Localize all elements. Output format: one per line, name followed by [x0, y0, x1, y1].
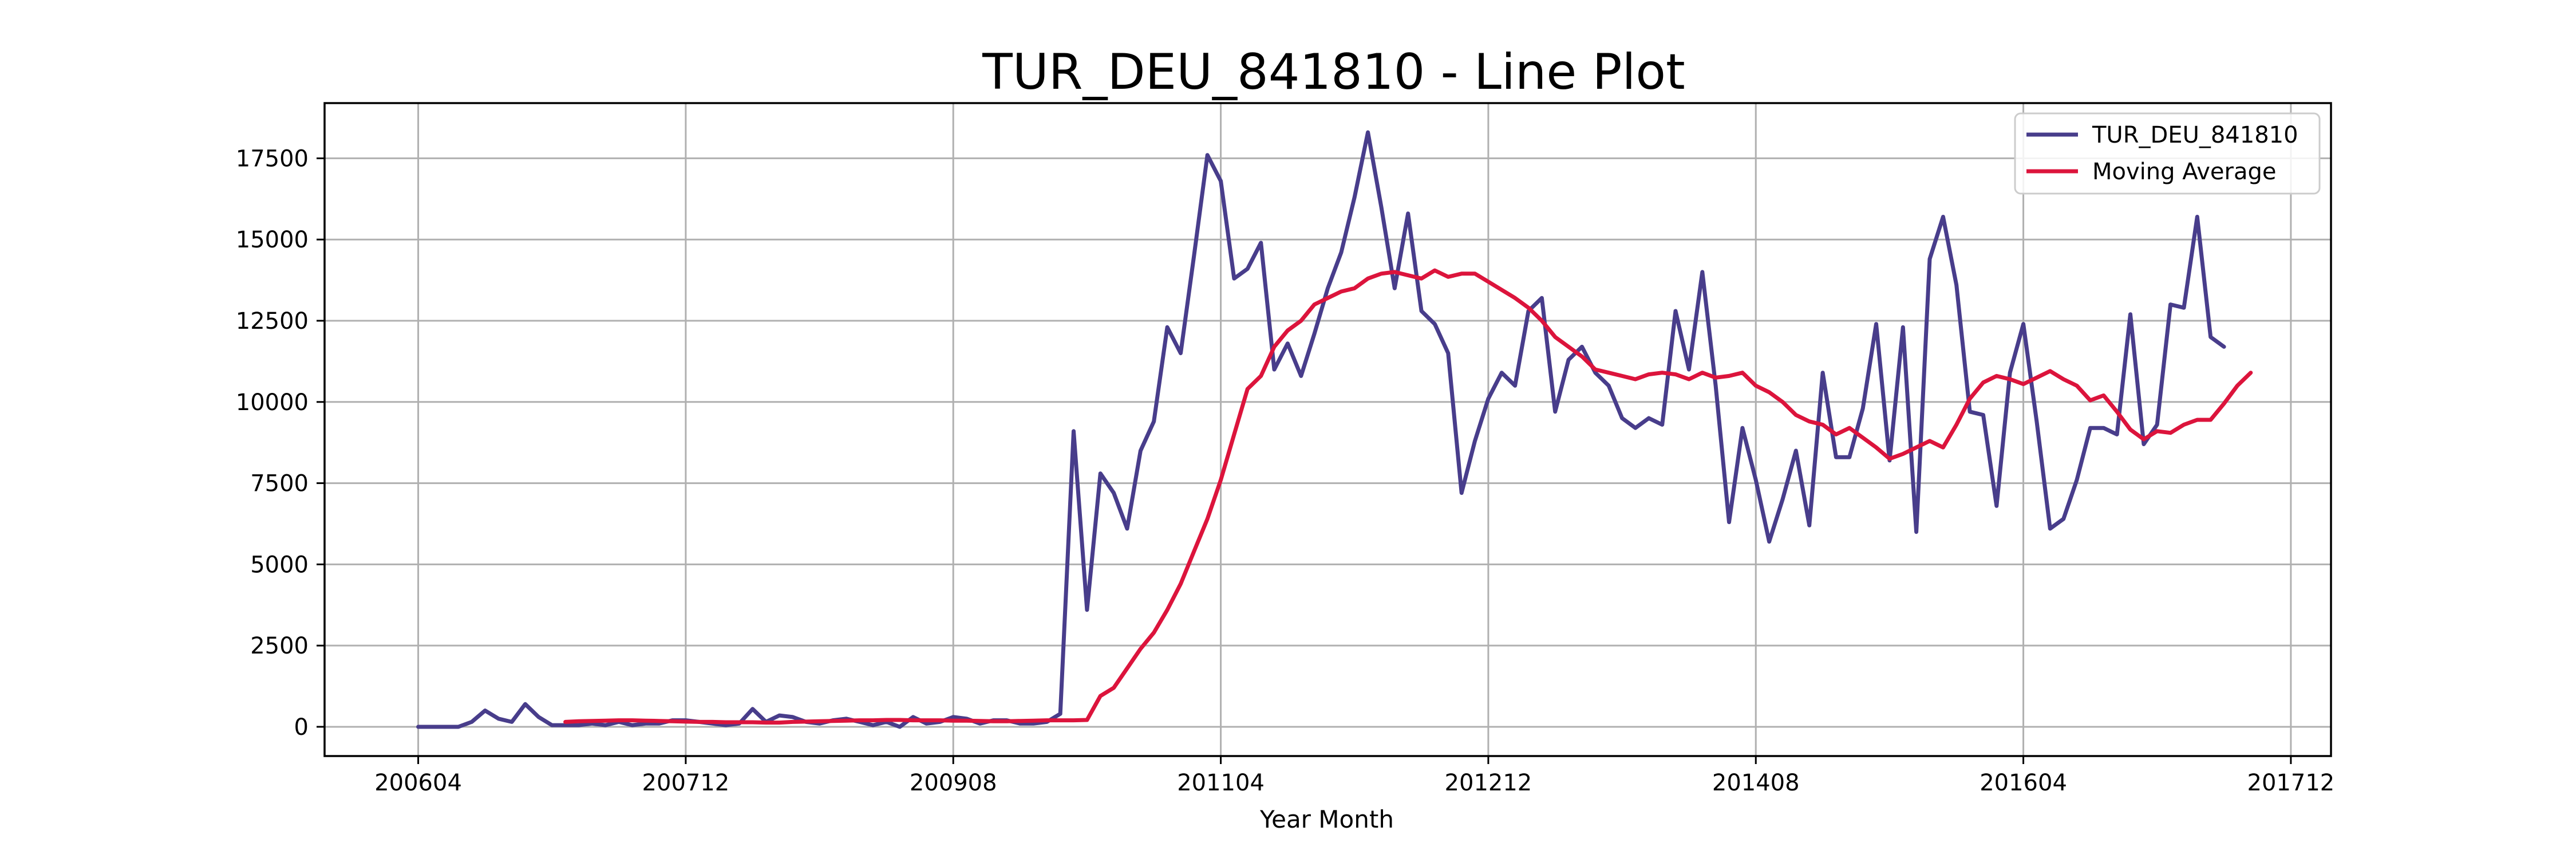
y-tick-label: 10000 [236, 389, 309, 416]
y-tick-label: 2500 [250, 633, 309, 659]
y-tick-label: 5000 [250, 552, 309, 578]
x-tick-label: 200604 [374, 770, 462, 796]
series-line-tur-deu-841810 [416, 130, 2226, 729]
series-line-moving-average [563, 268, 2253, 725]
x-tick-label: 201408 [1712, 770, 1800, 796]
y-tick-label: 7500 [250, 471, 309, 497]
y-tick-label: 12500 [236, 308, 309, 334]
x-axis: 200604 200712 200908 201104 201212 201408 2016… [374, 756, 2334, 796]
x-tick-label: 201712 [2247, 770, 2335, 796]
chart-title: TUR_DEU_841810 - Line Plot [982, 44, 1685, 101]
x-tick-label: 201104 [1177, 770, 1265, 796]
y-tick-label: 17500 [236, 145, 309, 172]
grid [325, 103, 2331, 756]
legend: TUR_DEU_841810 Moving Average [2014, 112, 2321, 195]
y-tick-label: 0 [294, 714, 309, 741]
y-axis: 0 2500 5000 7500 10000 12500 15000 17500 [236, 145, 325, 741]
legend-box [2014, 112, 2321, 195]
x-tick-label: 201212 [1445, 770, 1532, 796]
legend-label: Moving Average [2092, 159, 2276, 185]
legend-label: TUR_DEU_841810 [2092, 122, 2298, 148]
plot-frame [323, 102, 2332, 757]
series-lines [416, 130, 2253, 729]
y-tick-label: 15000 [236, 227, 309, 253]
x-tick-label: 201604 [1980, 770, 2067, 796]
x-tick-label: 200908 [910, 770, 997, 796]
x-tick-label: 200712 [642, 770, 730, 796]
x-axis-label: Year Month [1259, 805, 1394, 833]
